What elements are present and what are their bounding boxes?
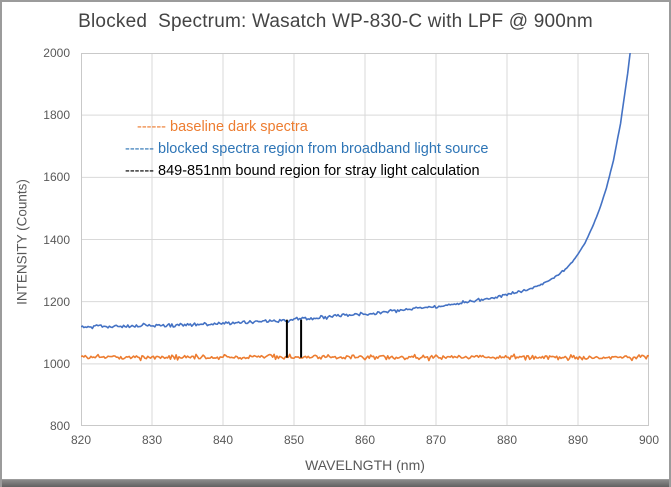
y-tick-label-1600: 1600 — [43, 170, 70, 185]
series-line-blocked-spectra — [81, 53, 631, 330]
window-bottom-edge — [2, 479, 669, 487]
legend-item-blocked-spectra-region: ------ blocked spectra region from broad… — [125, 141, 489, 157]
x-tick-label-840: 840 — [212, 433, 234, 447]
y-tick-label-1200: 1200 — [43, 294, 70, 309]
legend-item-bound-region: ------ 849-851nm bound region for stray … — [125, 163, 480, 179]
legend: ------ baseline dark spectra ------ bloc… — [125, 116, 488, 182]
y-tick-label-2000: 2000 — [43, 46, 70, 60]
x-tick-label-870: 870 — [425, 433, 447, 447]
x-tick-label-890: 890 — [567, 433, 589, 447]
x-tick-label-880: 880 — [496, 433, 518, 447]
legend-item-baseline-dark-spectra: ------ baseline dark spectra — [137, 119, 308, 135]
x-tick-label-860: 860 — [354, 433, 376, 447]
chart-title: Blocked Spectrum: Wasatch WP-830-C with … — [78, 11, 593, 32]
y-tick-label-1400: 1400 — [43, 232, 70, 247]
x-tick-label-830: 830 — [141, 433, 163, 447]
x-tick-label-850: 850 — [283, 433, 305, 447]
y-tick-label-800: 800 — [49, 419, 70, 433]
plot-border — [81, 53, 649, 426]
series-line-baseline-dark — [81, 353, 649, 362]
y-tick-label-1800: 1800 — [43, 108, 70, 123]
plot-area — [81, 53, 649, 426]
y-tick-label-1000: 1000 — [43, 356, 70, 371]
x-tick-label-900: 900 — [638, 433, 660, 447]
x-axis-title: WAVELNGTH (nm) — [305, 457, 425, 473]
x-tick-label-820: 820 — [70, 433, 92, 447]
